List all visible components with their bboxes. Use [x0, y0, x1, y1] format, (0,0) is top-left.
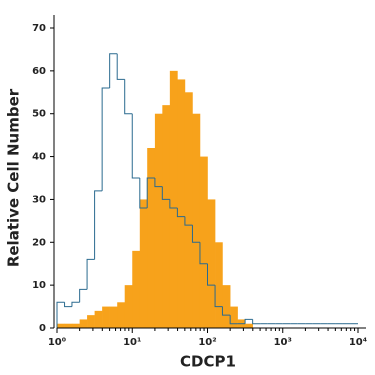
histogram-outline	[94, 190, 103, 260]
histogram-outline	[139, 178, 148, 209]
histogram-bar	[215, 242, 223, 328]
y-tick-label: 60	[32, 66, 46, 77]
y-tick-label: 10	[32, 280, 46, 291]
histogram-bar	[102, 306, 110, 328]
histogram-outline	[191, 225, 200, 243]
y-axis-label: Relative Cell Number	[5, 88, 23, 267]
histogram-bar	[64, 323, 73, 328]
histogram-bar	[109, 306, 118, 328]
histogram-bar	[117, 302, 126, 328]
histogram-outline	[124, 79, 133, 115]
histogram-outline	[229, 315, 238, 325]
histogram-outline	[109, 53, 118, 88]
histogram-outline	[64, 302, 72, 308]
x-tick-label: 10⁰	[48, 337, 66, 348]
histogram-outline	[131, 113, 140, 179]
histogram-bar	[87, 315, 95, 328]
histogram-outline	[79, 288, 88, 303]
histogram-outline	[56, 301, 65, 328]
histogram-bar	[199, 156, 208, 328]
histogram-outline	[207, 263, 216, 286]
histogram-bar	[222, 285, 231, 328]
histogram-bar	[207, 199, 216, 328]
histogram-bar	[94, 310, 103, 328]
histogram-bar	[192, 113, 201, 328]
x-tick-label: 10⁴	[349, 337, 367, 348]
histogram-bar	[79, 319, 88, 328]
histogram-bar	[169, 70, 178, 328]
histogram-outline	[146, 177, 155, 208]
histogram-outline	[169, 199, 178, 209]
x-tick-label: 10²	[198, 337, 216, 348]
histogram-outline	[184, 216, 193, 226]
histogram-outline	[244, 318, 253, 324]
histogram-bar	[245, 323, 253, 328]
histogram-outline	[221, 306, 231, 316]
histogram-bar	[177, 79, 186, 328]
histogram-outline	[161, 186, 170, 200]
histogram-outline	[154, 178, 163, 188]
histogram-bar	[132, 250, 141, 328]
histogram-bar	[124, 285, 133, 328]
y-tick-label: 0	[39, 323, 46, 334]
y-tick-label: 70	[32, 23, 46, 34]
histogram-outline	[176, 208, 185, 218]
histogram-outline	[116, 53, 125, 80]
histogram-outline	[199, 242, 208, 265]
histogram-bar	[162, 105, 171, 329]
histogram-outline	[86, 258, 95, 290]
histogram-outline	[101, 87, 110, 191]
x-tick-label: 10³	[274, 337, 292, 348]
histogram-bar	[184, 92, 193, 329]
histogram-outline	[214, 285, 223, 308]
histogram-bar	[154, 113, 163, 328]
x-tick-label: 10¹	[123, 337, 141, 348]
histogram-outline	[252, 319, 261, 325]
histogram-outline	[71, 301, 80, 307]
y-tick-label: 30	[32, 194, 46, 205]
y-tick-label: 50	[32, 109, 46, 120]
histogram-bar	[71, 323, 80, 328]
histogram-bar	[230, 306, 238, 328]
histogram-bar	[139, 199, 148, 328]
y-tick-label: 40	[32, 152, 46, 163]
histogram-bar	[57, 323, 65, 328]
histogram-bar	[147, 148, 156, 328]
y-tick-label: 20	[32, 237, 46, 248]
x-axis-label: CDCP1	[180, 353, 236, 371]
